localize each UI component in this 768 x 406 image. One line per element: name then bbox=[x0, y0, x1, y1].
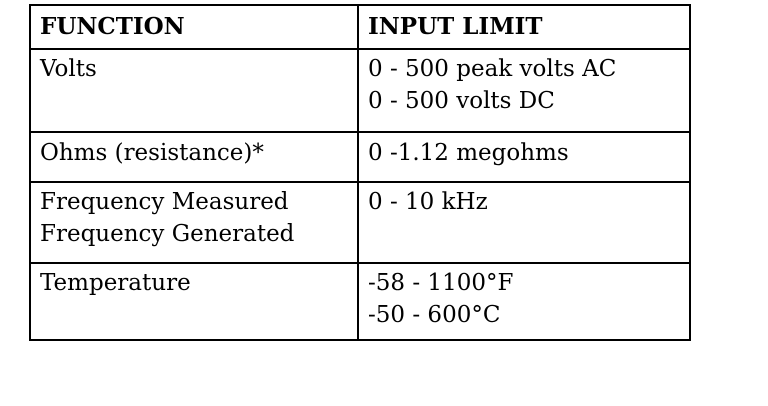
input-limit-table: FUNCTION INPUT LIMIT Volts 0 - 500 peak … bbox=[29, 4, 691, 341]
limit-text: 0 -1.12 megohms bbox=[368, 140, 569, 166]
header-function: FUNCTION bbox=[29, 4, 359, 50]
table-row: Ohms (resistance)* 0 -1.12 megohms bbox=[29, 131, 691, 183]
limit-text: -50 - 600°C bbox=[368, 302, 501, 328]
limit-text: -58 - 1100°F bbox=[368, 270, 514, 296]
input-limit-cell: 0 -1.12 megohms bbox=[357, 131, 691, 183]
function-cell: Ohms (resistance)* bbox=[29, 131, 359, 183]
limit-text: 0 - 500 peak volts AC bbox=[368, 56, 617, 82]
table-row: Frequency Measured Frequency Generated 0… bbox=[29, 181, 691, 264]
function-text: Frequency Measured bbox=[40, 189, 289, 215]
function-text: Temperature bbox=[40, 270, 191, 296]
table-row: Temperature -58 - 1100°F -50 - 600°C bbox=[29, 262, 691, 341]
input-limit-cell: -58 - 1100°F -50 - 600°C bbox=[357, 262, 691, 341]
table-row: Volts 0 - 500 peak volts AC 0 - 500 volt… bbox=[29, 48, 691, 133]
function-cell: Temperature bbox=[29, 262, 359, 341]
function-text: Ohms (resistance)* bbox=[40, 140, 264, 166]
function-cell: Frequency Measured Frequency Generated bbox=[29, 181, 359, 264]
function-text: Frequency Generated bbox=[40, 221, 295, 247]
input-limit-cell: 0 - 10 kHz bbox=[357, 181, 691, 264]
limit-text: 0 - 500 volts DC bbox=[368, 88, 555, 114]
function-text: Volts bbox=[40, 56, 97, 82]
header-input-limit: INPUT LIMIT bbox=[357, 4, 691, 50]
limit-text: 0 - 10 kHz bbox=[368, 189, 488, 215]
header-row: FUNCTION INPUT LIMIT bbox=[29, 4, 691, 50]
input-limit-cell: 0 - 500 peak volts AC 0 - 500 volts DC bbox=[357, 48, 691, 133]
function-cell: Volts bbox=[29, 48, 359, 133]
